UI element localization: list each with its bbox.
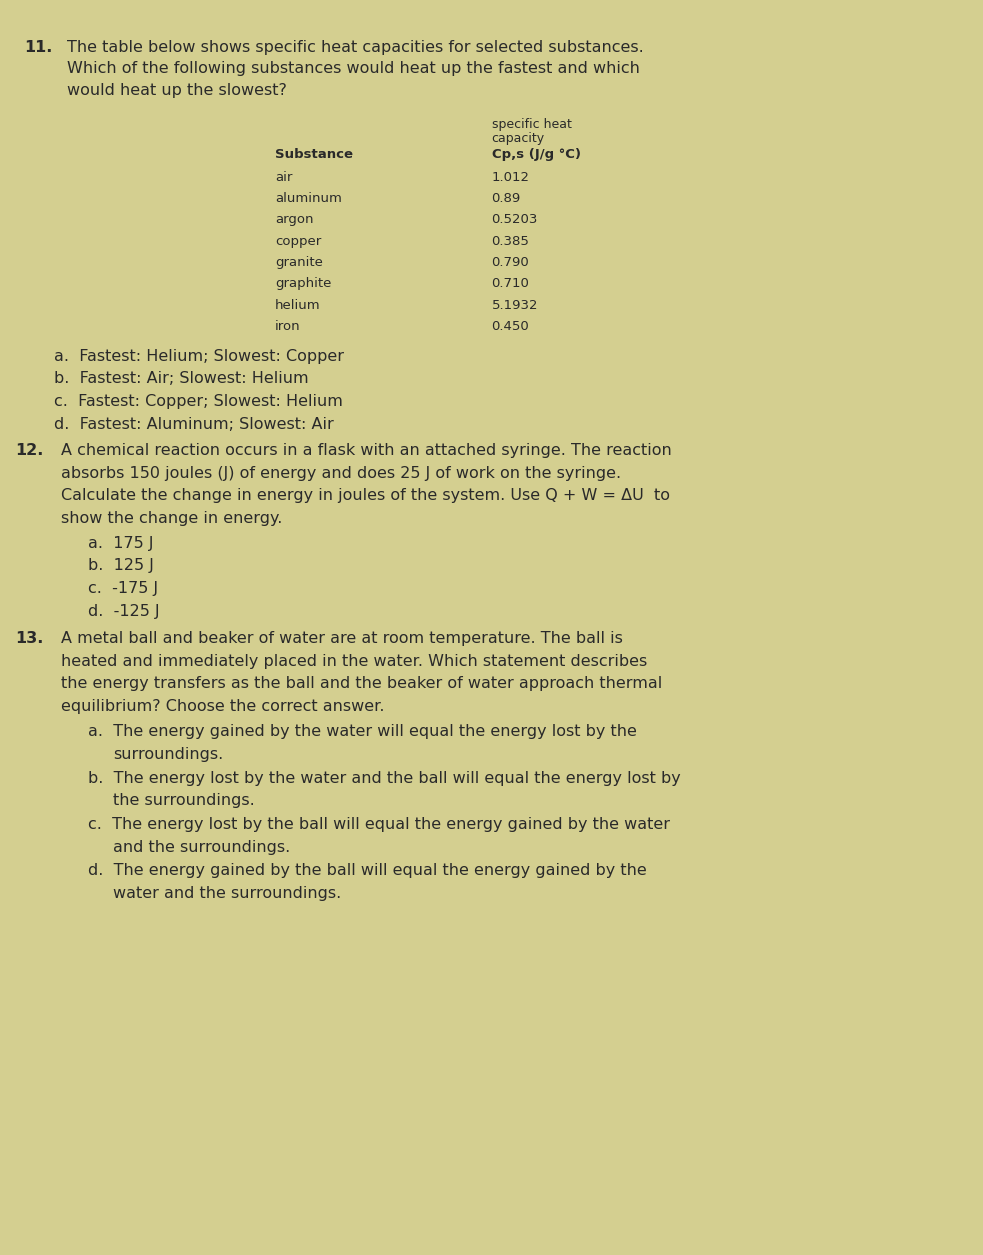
Text: 0.450: 0.450 xyxy=(492,320,529,333)
Text: iron: iron xyxy=(275,320,301,333)
Text: absorbs 150 joules (J) of energy and does 25 J of work on the syringe.: absorbs 150 joules (J) of energy and doe… xyxy=(61,466,621,481)
Text: specific heat: specific heat xyxy=(492,118,571,131)
Text: 0.89: 0.89 xyxy=(492,192,521,205)
Text: c.  -175 J: c. -175 J xyxy=(88,581,158,596)
Text: A chemical reaction occurs in a flask with an attached syringe. The reaction: A chemical reaction occurs in a flask wi… xyxy=(61,443,671,458)
Text: and the surroundings.: and the surroundings. xyxy=(113,840,290,855)
Text: d.  Fastest: Aluminum; Slowest: Air: d. Fastest: Aluminum; Slowest: Air xyxy=(54,417,334,432)
Text: a.  175 J: a. 175 J xyxy=(88,536,154,551)
Text: air: air xyxy=(275,171,293,183)
Text: d.  The energy gained by the ball will equal the energy gained by the: d. The energy gained by the ball will eq… xyxy=(88,863,647,878)
Text: surroundings.: surroundings. xyxy=(113,747,223,762)
Text: 13.: 13. xyxy=(15,631,43,646)
Text: 11.: 11. xyxy=(25,40,53,55)
Text: a.  The energy gained by the water will equal the energy lost by the: a. The energy gained by the water will e… xyxy=(88,724,637,739)
Text: c.  Fastest: Copper; Slowest: Helium: c. Fastest: Copper; Slowest: Helium xyxy=(54,394,343,409)
Text: 0.385: 0.385 xyxy=(492,235,530,247)
Text: capacity: capacity xyxy=(492,132,545,144)
Text: Substance: Substance xyxy=(275,148,353,161)
Text: 0.710: 0.710 xyxy=(492,277,530,290)
Text: the surroundings.: the surroundings. xyxy=(113,793,255,808)
Text: 12.: 12. xyxy=(15,443,43,458)
Text: copper: copper xyxy=(275,235,321,247)
Text: b.  Fastest: Air; Slowest: Helium: b. Fastest: Air; Slowest: Helium xyxy=(54,371,309,387)
Text: d.  -125 J: d. -125 J xyxy=(88,604,160,619)
Text: 1.012: 1.012 xyxy=(492,171,530,183)
Text: equilibrium? Choose the correct answer.: equilibrium? Choose the correct answer. xyxy=(61,699,384,714)
Text: a.  Fastest: Helium; Slowest: Copper: a. Fastest: Helium; Slowest: Copper xyxy=(54,349,344,364)
Text: c.  The energy lost by the ball will equal the energy gained by the water: c. The energy lost by the ball will equa… xyxy=(88,817,670,832)
Text: Cp,s (J/g °C): Cp,s (J/g °C) xyxy=(492,148,581,161)
Text: aluminum: aluminum xyxy=(275,192,342,205)
Text: 0.5203: 0.5203 xyxy=(492,213,538,226)
Text: The table below shows specific heat capacities for selected substances.: The table below shows specific heat capa… xyxy=(67,40,644,55)
Text: would heat up the slowest?: would heat up the slowest? xyxy=(67,83,287,98)
Text: b.  125 J: b. 125 J xyxy=(88,558,154,574)
Text: granite: granite xyxy=(275,256,323,269)
Text: Calculate the change in energy in joules of the system. Use Q + W = ΔU  to: Calculate the change in energy in joules… xyxy=(61,488,670,503)
Text: show the change in energy.: show the change in energy. xyxy=(61,511,282,526)
Text: water and the surroundings.: water and the surroundings. xyxy=(113,886,341,901)
Text: b.  The energy lost by the water and the ball will equal the energy lost by: b. The energy lost by the water and the … xyxy=(88,771,681,786)
Text: 0.790: 0.790 xyxy=(492,256,529,269)
Text: Which of the following substances would heat up the fastest and which: Which of the following substances would … xyxy=(67,61,640,77)
Text: 5.1932: 5.1932 xyxy=(492,299,538,311)
Text: graphite: graphite xyxy=(275,277,331,290)
Text: the energy transfers as the ball and the beaker of water approach thermal: the energy transfers as the ball and the… xyxy=(61,676,663,692)
Text: A metal ball and beaker of water are at room temperature. The ball is: A metal ball and beaker of water are at … xyxy=(61,631,623,646)
Text: helium: helium xyxy=(275,299,320,311)
Text: heated and immediately placed in the water. Which statement describes: heated and immediately placed in the wat… xyxy=(61,654,647,669)
Text: argon: argon xyxy=(275,213,314,226)
